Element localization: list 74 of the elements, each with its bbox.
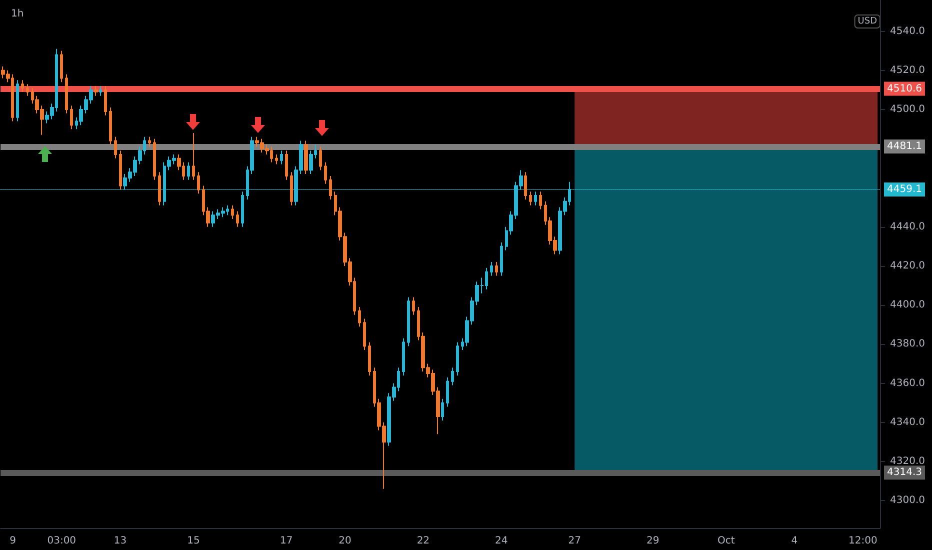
candlestick (16, 80, 19, 122)
x-tick-label: 29 (646, 536, 660, 546)
x-tick-label: 13 (114, 536, 127, 546)
y-tick-label: 4300.0 (890, 495, 925, 506)
candlestick (99, 86, 102, 96)
candlestick (304, 140, 308, 175)
candlestick (412, 296, 415, 316)
candlestick (524, 172, 527, 200)
candlestick (539, 191, 542, 210)
text: 1h (11, 8, 24, 20)
candlestick (456, 342, 459, 376)
x-tick-label: 9 (10, 536, 16, 546)
candlestick (324, 162, 327, 184)
candlestick (119, 150, 122, 190)
candlestick (153, 138, 156, 180)
candlestick (109, 107, 112, 146)
x-tick-label: 17 (280, 536, 293, 546)
candlestick (275, 154, 278, 165)
candlestick (446, 376, 449, 408)
ref-line-label: 4510.6 (887, 83, 922, 94)
y-tick-label: 4340.0 (890, 416, 925, 428)
ref-line-label: 4314.3 (887, 467, 922, 478)
candlestick (192, 132, 195, 180)
candlestick (197, 172, 200, 194)
x-tick-label: 12:00 (848, 536, 878, 546)
x-tick-label: 20 (338, 536, 352, 546)
candlestick (441, 398, 444, 421)
y-tick-label: 4380.0 (890, 338, 925, 350)
y-tick-label: 4520.0 (890, 64, 925, 76)
y-tick-label: 4400.0 (890, 300, 925, 311)
candlestick (236, 210, 239, 228)
x-tick-label: 03:00 (47, 536, 76, 546)
candlestick (60, 50, 63, 83)
x-tick-label: Oct (717, 536, 735, 546)
candlestick (148, 136, 151, 148)
x-tick-label: 4 (791, 536, 798, 546)
candlestick (290, 172, 293, 206)
candlestick (104, 86, 107, 116)
candlestick (363, 318, 366, 351)
y-tick-label: 4540.0 (890, 26, 925, 37)
y-tick-label: 4420.0 (890, 260, 925, 272)
candlestick (319, 146, 322, 171)
candlestick (70, 105, 73, 130)
y-axis-title: USD (858, 16, 878, 26)
y-tick-label: 4360.0 (890, 378, 925, 389)
candlestick (358, 306, 361, 328)
y-tick-label: 4320.0 (890, 456, 925, 468)
candlestick (21, 80, 24, 92)
candlestick (158, 172, 161, 206)
candlestick (451, 367, 454, 386)
x-tick-label: 15 (187, 536, 200, 546)
candlestick (285, 150, 288, 180)
candlestick (26, 84, 29, 96)
candlestick (280, 150, 283, 165)
candlestick (114, 136, 117, 159)
candlestick (407, 296, 410, 347)
candlestick (529, 191, 532, 206)
candlestick (65, 74, 68, 114)
candlestick (329, 176, 332, 200)
candlestick (500, 242, 503, 276)
candlestick (187, 162, 190, 180)
x-tick-label: 24 (494, 536, 508, 546)
candlestick (94, 86, 98, 96)
candlestick (490, 262, 493, 276)
candlestick (368, 342, 371, 376)
ref-line-label: 4481.1 (887, 140, 922, 152)
x-tick-label: 22 (416, 536, 430, 546)
candlestick (231, 204, 234, 220)
y-tick-label: 4500.0 (890, 104, 925, 116)
ref-line-label: 4459.1 (887, 184, 922, 195)
x-tick-label: 27 (568, 536, 582, 546)
y-tick-label: 4440.0 (890, 221, 925, 232)
candlestick (402, 338, 405, 376)
candlestick (495, 262, 498, 276)
